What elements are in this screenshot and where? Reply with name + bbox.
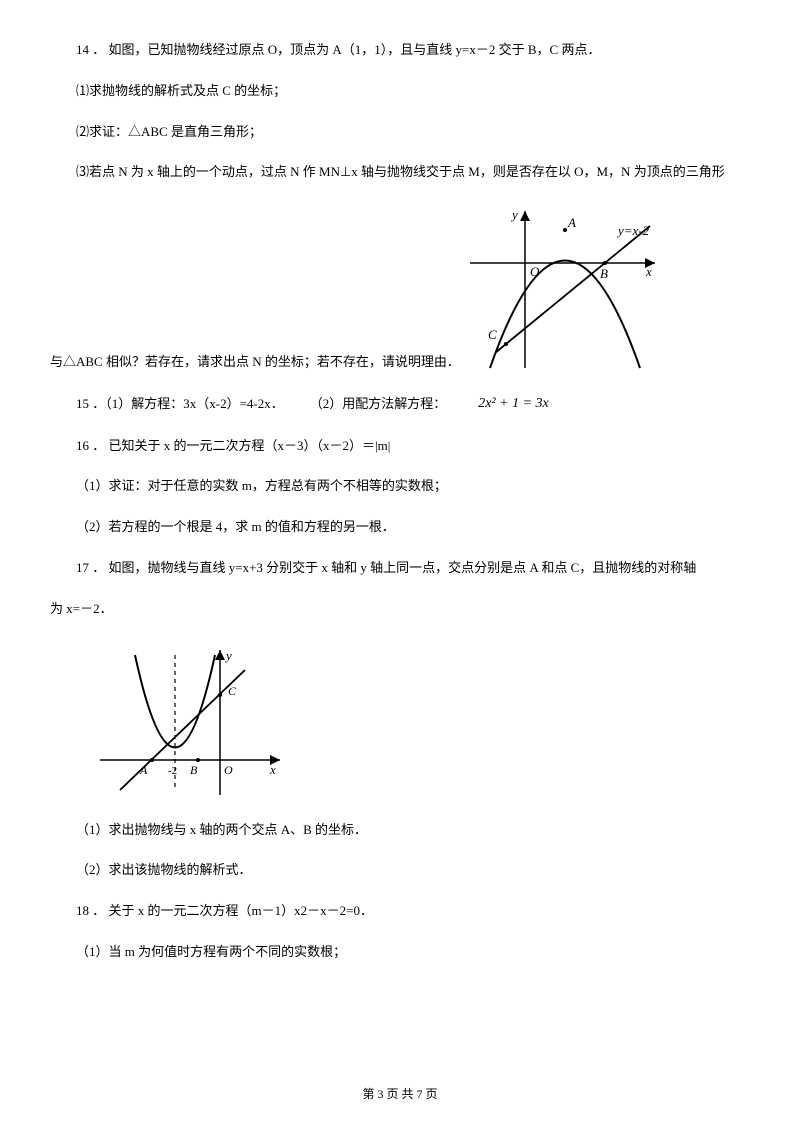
label-neg2: -2	[168, 765, 177, 777]
q17-figure: O x y A B C -2	[90, 640, 750, 800]
label-O: O	[224, 763, 233, 777]
q18-p1: （1）当 m 为何值时方程有两个不同的实数根；	[50, 942, 750, 963]
label-y: y	[510, 207, 518, 222]
q17-svg: O x y A B C -2	[90, 640, 290, 800]
q16-p1: （1）求证：对于任意的实数 m，方程总有两个不相等的实数根；	[50, 476, 750, 497]
label-line: y=x-2	[616, 223, 650, 238]
page-footer: 第 3 页 共 7 页	[0, 1085, 800, 1102]
label-C: C	[488, 327, 497, 342]
q14-p3-tail: 与△ABC 相似？若存在，请求出点 N 的坐标；若不存在，请说明理由．	[50, 352, 460, 373]
label-x: x	[645, 264, 652, 279]
q15-row: 15 ．（1）解方程：3x（x-2）=4-2x． （2）用配方法解方程： 2x²…	[50, 393, 750, 415]
page-content: 14 ． 如图，已知抛物线经过原点 O，顶点为 A（1，1），且与直线 y=x－…	[0, 0, 800, 963]
q17-stem-tail: 为 x=－2．	[50, 599, 750, 620]
q16-p2: （2）若方程的一个根是 4，求 m 的值和方程的另一根．	[50, 517, 750, 538]
label-B: B	[190, 763, 198, 777]
label-A: A	[567, 215, 576, 230]
q17-p2: （2）求出该抛物线的解析式．	[50, 860, 750, 881]
q14-row: 与△ABC 相似？若存在，请求出点 N 的坐标；若不存在，请说明理由． O x …	[50, 203, 750, 373]
label-B: B	[600, 266, 608, 281]
label-y: y	[224, 648, 232, 663]
q17-stem: 17 ． 如图，抛物线与直线 y=x+3 分别交于 x 轴和 y 轴上同一点，交…	[50, 558, 750, 579]
q14-p2: ⑵求证：△ABC 是直角三角形；	[50, 122, 750, 143]
q14-figure: O x y A B C y=x-2	[460, 203, 670, 373]
label-C: C	[228, 684, 237, 698]
q17-p1: （1）求出抛物线与 x 轴的两个交点 A、B 的坐标．	[50, 820, 750, 841]
q14-stem: 14 ． 如图，已知抛物线经过原点 O，顶点为 A（1，1），且与直线 y=x－…	[50, 40, 750, 61]
label-x: x	[269, 762, 276, 777]
label-A: A	[139, 763, 148, 777]
q14-p1: ⑴求抛物线的解析式及点 C 的坐标；	[50, 81, 750, 102]
q14-svg: O x y A B C y=x-2	[460, 203, 670, 373]
q18-stem: 18 ． 关于 x 的一元二次方程（m－1）x2－x－2=0．	[50, 901, 750, 922]
q14-p3: ⑶若点 N 为 x 轴上的一个动点，过点 N 作 MN⊥x 轴与抛物线交于点 M…	[50, 162, 750, 183]
q15-eq: 2x² + 1 = 3x	[452, 393, 549, 415]
q16-stem: 16 ． 已知关于 x 的一元二次方程（x－3）（x－2）＝|m|	[50, 436, 750, 457]
label-O: O	[530, 264, 540, 279]
q15-label: 15 ．（1）解方程：3x（x-2）=4-2x． （2）用配方法解方程：	[50, 394, 446, 415]
